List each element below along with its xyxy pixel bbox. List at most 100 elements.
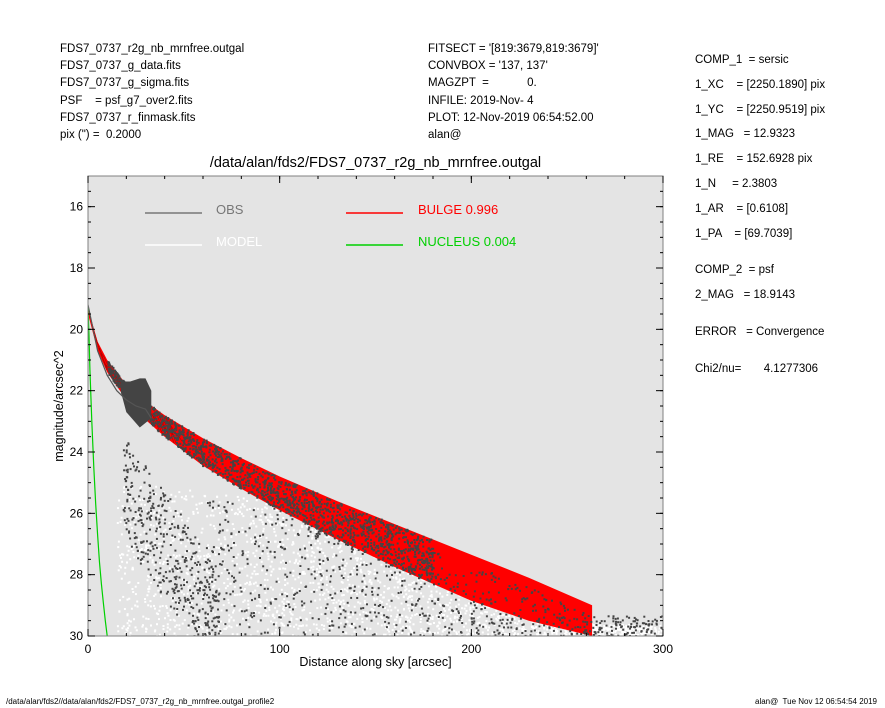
obs-point: [532, 623, 535, 626]
obs-point: [162, 433, 165, 435]
model-point: [455, 610, 458, 613]
model-point: [513, 629, 516, 631]
obs-point: [253, 485, 256, 488]
model-point: [495, 609, 498, 612]
model-point: [402, 625, 405, 628]
obs-point: [214, 464, 217, 467]
model-point: [161, 605, 164, 607]
model-point: [247, 551, 250, 553]
obs-point: [396, 542, 399, 545]
model-point: [601, 645, 603, 647]
obs-point: [270, 499, 272, 502]
model-point: [128, 619, 130, 622]
model-point: [537, 622, 539, 625]
obs-point: [174, 578, 177, 581]
model-point: [636, 639, 638, 641]
model-point: [200, 502, 203, 505]
obs-point: [315, 507, 318, 510]
model-point: [627, 642, 629, 644]
obs-point: [331, 638, 333, 640]
obs-point: [275, 580, 278, 583]
obs-point: [202, 458, 205, 461]
model-point: [361, 643, 363, 645]
model-point: [648, 638, 650, 640]
model-point: [508, 633, 511, 636]
model-point: [422, 642, 424, 644]
header-left-line: FDS7_0737_g_data.fits: [60, 60, 181, 73]
obs-point: [134, 511, 137, 513]
obs-point: [558, 626, 560, 629]
model-point: [264, 506, 267, 509]
model-point: [624, 639, 626, 641]
model-point: [438, 615, 441, 618]
obs-point: [352, 536, 355, 539]
obs-point: [207, 456, 210, 459]
obs-point: [192, 597, 195, 600]
obs-point: [180, 446, 182, 449]
obs-point: [198, 609, 201, 612]
model-point: [295, 643, 297, 645]
obs-point: [316, 511, 319, 514]
obs-point: [418, 588, 421, 591]
model-point: [256, 573, 259, 575]
model-point: [140, 503, 143, 506]
model-point: [145, 627, 147, 630]
model-point: [502, 641, 504, 643]
model-point: [299, 529, 302, 532]
model-point: [335, 601, 338, 604]
obs-point: [164, 415, 167, 418]
obs-point: [167, 436, 169, 439]
obs-point: [267, 496, 270, 499]
obs-point: [201, 454, 204, 457]
model-point: [408, 609, 411, 612]
obs-point: [134, 542, 137, 545]
obs-point: [175, 424, 177, 427]
model-point: [508, 618, 511, 621]
model-point: [423, 630, 426, 633]
model-point: [594, 637, 596, 639]
obs-point: [336, 534, 339, 537]
model-point: [401, 632, 404, 634]
obs-point: [204, 633, 207, 635]
model-point: [227, 598, 230, 601]
obs-point: [231, 575, 234, 578]
obs-point: [312, 505, 315, 508]
model-point: [297, 627, 300, 630]
obs-point: [541, 642, 543, 644]
obs-point: [517, 615, 520, 617]
model-point: [197, 546, 200, 549]
model-point: [186, 519, 189, 522]
model-point: [563, 643, 565, 645]
model-point: [650, 643, 652, 645]
obs-point: [372, 549, 375, 552]
model-point: [592, 638, 594, 640]
obs-point: [271, 498, 274, 501]
obs-point: [209, 464, 212, 467]
model-point: [146, 594, 149, 597]
model-point: [244, 645, 246, 647]
obs-point: [355, 512, 358, 515]
model-point: [383, 619, 386, 622]
model-point: [351, 584, 354, 587]
obs-point: [221, 459, 224, 462]
obs-point: [561, 621, 564, 624]
model-point: [642, 632, 645, 635]
obs-point: [163, 433, 166, 436]
model-point: [364, 587, 367, 590]
obs-point: [650, 631, 653, 634]
model-point: [511, 630, 514, 633]
obs-point: [422, 637, 424, 639]
obs-point: [206, 466, 209, 469]
obs-point: [208, 560, 211, 563]
model-point: [643, 641, 645, 643]
model-point: [281, 600, 284, 603]
model-point: [289, 607, 292, 610]
model-point: [249, 527, 252, 530]
model-point: [387, 609, 390, 612]
model-point: [135, 516, 138, 519]
obs-point: [357, 518, 359, 521]
model-point: [603, 627, 605, 630]
obs-point: [235, 479, 238, 482]
obs-point: [286, 496, 289, 499]
obs-point: [108, 370, 111, 372]
